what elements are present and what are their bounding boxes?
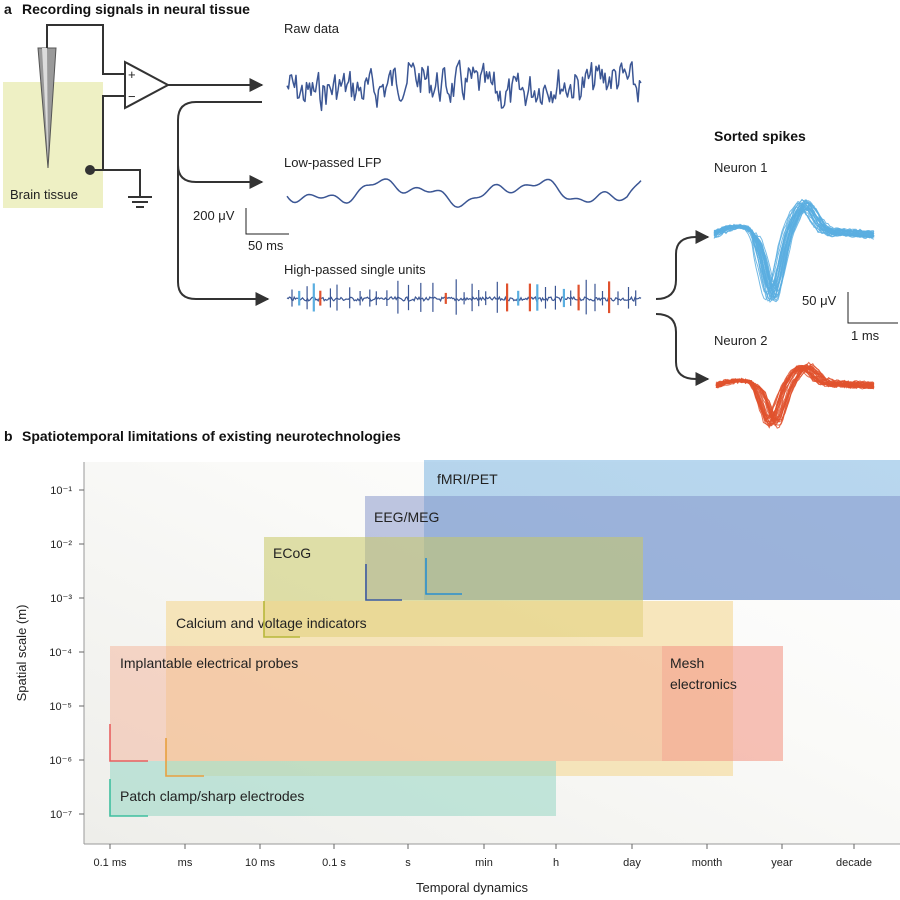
- waveform-trace: [713, 206, 875, 286]
- neuron-1-label: Neuron 1: [714, 160, 767, 175]
- neuron-2-label: Neuron 2: [714, 333, 767, 348]
- resolution-corner: [165, 738, 204, 777]
- x-axis-label: Temporal dynamics: [416, 880, 528, 895]
- technology-labels: fMRI/PET EEG/MEG ECoG Calcium and voltage i…: [120, 471, 737, 804]
- band-label-fmri-pet: fMRI/PET: [437, 471, 498, 487]
- band-mesh-electronics: [662, 646, 783, 761]
- x-ticks: 0.1 ms ms 10 ms 0.1 s s min h day month year decad…: [93, 844, 872, 869]
- waveform-trace: [715, 367, 875, 418]
- sorted-spikes-title: Sorted spikes: [714, 128, 806, 144]
- waveform-trace: [715, 367, 875, 423]
- panel-a: a Recording signals in neural tissue Bra…: [3, 1, 898, 429]
- x-tick-label: 0.1 ms: [93, 857, 127, 869]
- band-label-patch-clamp-sharp-electrodes: Patch clamp/sharp electrodes: [120, 788, 304, 804]
- reference-wire: [91, 169, 141, 197]
- resolution-markers: [109, 558, 462, 817]
- waveform-trace: [715, 367, 875, 421]
- neuron-2-waveforms: [715, 361, 875, 429]
- spike-scale-time: 1 ms: [851, 328, 880, 343]
- panel-b-label: b: [4, 428, 13, 444]
- waveform-trace: [715, 364, 875, 429]
- single-units-trace: [286, 279, 642, 315]
- raw-data-label: Raw data: [284, 21, 340, 36]
- spike-scale-bar: [847, 292, 898, 324]
- waveform-trace: [715, 366, 875, 423]
- x-tick-label: 0.1 s: [322, 857, 346, 869]
- waveform-trace: [715, 368, 875, 421]
- y-tick-label: 10⁻²: [50, 539, 72, 551]
- resolution-corner: [365, 564, 402, 601]
- neuron-1-waveforms: [713, 198, 875, 303]
- band-implantable-electrical-probes: [110, 646, 662, 761]
- amp-plus-sign: +: [128, 67, 136, 82]
- reference-electrode: [85, 165, 95, 175]
- x-tick-label: day: [623, 857, 641, 869]
- waveform-trace: [715, 366, 875, 423]
- resolution-corner: [109, 779, 148, 817]
- ground-icon: [128, 196, 152, 208]
- amp-minus-wire: [91, 95, 125, 171]
- x-tick-label: month: [692, 857, 723, 869]
- amp-minus-sign: −: [128, 89, 136, 104]
- x-tick-label: h: [553, 857, 559, 869]
- single-units-label: High-passed single units: [284, 262, 426, 277]
- resolution-corner: [263, 601, 300, 638]
- waveform-trace: [715, 367, 875, 424]
- waveform-trace: [713, 198, 875, 302]
- neuron-2-arrow: [655, 313, 710, 386]
- x-tick-label: decade: [836, 857, 872, 869]
- band-label-implantable-electrical-probes: Implantable electrical probes: [120, 655, 298, 671]
- y-tick-label: 10⁻⁴: [49, 647, 72, 659]
- lfp-trace: [286, 178, 642, 208]
- lfp-label: Low-passed LFP: [284, 155, 382, 170]
- x-tick-label: year: [771, 857, 793, 869]
- band-patch-clamp-sharp-electrodes: [110, 761, 556, 816]
- waveform-trace: [713, 209, 875, 287]
- y-tick-label: 10⁻⁵: [49, 701, 72, 713]
- band-label-ecog: ECoG: [273, 545, 311, 561]
- lfp-arrow: [177, 101, 264, 189]
- resolution-corner: [109, 724, 148, 762]
- raw-data-trace: [286, 59, 642, 112]
- waveform-trace: [715, 365, 875, 427]
- units-arrow: [177, 165, 270, 306]
- x-tick-label: min: [475, 857, 493, 869]
- y-ticks: 10⁻¹ 10⁻² 10⁻³ 10⁻⁴ 10⁻⁵ 10⁻⁶ 10⁻⁷: [49, 485, 84, 821]
- waveform-trace: [715, 369, 875, 420]
- band-label-calcium-and-voltage-indicators: Calcium and voltage indicators: [176, 615, 367, 631]
- panel-b: b Spatiotemporal limitations of existing…: [4, 428, 900, 895]
- spike-scale-voltage: 50 μV: [802, 293, 837, 308]
- y-tick-label: 10⁻⁶: [49, 755, 72, 767]
- lfp-scale-voltage: 200 μV: [193, 208, 235, 223]
- technology-bands: [110, 460, 900, 816]
- lfp-scale-bar: [245, 208, 289, 235]
- y-tick-label: 10⁻⁷: [50, 809, 72, 821]
- waveform-trace: [715, 369, 875, 419]
- x-tick-label: ms: [178, 857, 193, 869]
- panel-a-label: a: [4, 1, 12, 17]
- lfp-scale-time: 50 ms: [248, 238, 284, 253]
- x-tick-label: s: [405, 857, 411, 869]
- band-label-mesh-electronics: Mesh electronics: [670, 655, 737, 692]
- y-tick-label: 10⁻¹: [50, 485, 72, 497]
- panel-a-title: Recording signals in neural tissue: [22, 1, 250, 17]
- panel-b-title: Spatiotemporal limitations of existing n…: [22, 428, 401, 444]
- y-axis-label: Spatial scale (m): [14, 605, 29, 702]
- brain-tissue-region: [3, 82, 103, 208]
- amplifier-icon: [124, 60, 171, 110]
- resolution-corner: [425, 558, 462, 595]
- electrode-wire: [46, 24, 125, 75]
- band-label-eeg-meg: EEG/MEG: [374, 509, 439, 525]
- y-tick-label: 10⁻³: [50, 593, 72, 605]
- neuron-1-arrow: [655, 230, 710, 300]
- x-tick-label: 10 ms: [245, 857, 275, 869]
- brain-tissue-label: Brain tissue: [10, 187, 78, 202]
